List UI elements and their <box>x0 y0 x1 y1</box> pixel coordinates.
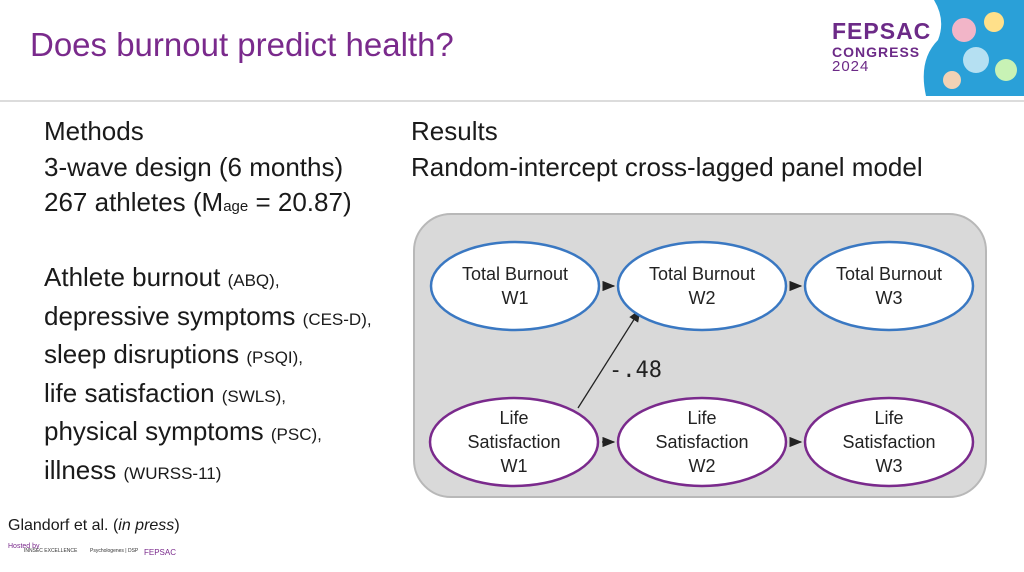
measure-item: Athlete burnout (ABQ), <box>44 260 372 299</box>
measure-item: illness (WURSS-11) <box>44 453 372 492</box>
node-label: W3 <box>876 288 903 308</box>
node-label: Total Burnout <box>649 264 755 284</box>
node-ellipse <box>616 240 788 332</box>
results-model: Random-intercept cross-lagged panel mode… <box>411 151 923 182</box>
hosted-by-label: Hosted by <box>8 543 40 550</box>
sample-prefix: 267 athletes (M <box>44 187 224 217</box>
methods-sample: 267 athletes (Mage = 20.87) <box>44 185 372 225</box>
sample-subscript: age <box>223 198 249 215</box>
node-label: Satisfaction <box>655 432 748 452</box>
sponsor-logo-1: INNSEC EXCELLENCE <box>24 548 78 554</box>
node-ls-w2: Life Satisfaction W2 <box>616 396 788 488</box>
measure-code: (CES-D), <box>302 309 372 329</box>
logo-year-text: 2024 <box>832 58 870 75</box>
sponsor-logo-3: FEPSAC <box>144 548 177 557</box>
edge-ls-w1-to-burnout-w2 <box>577 308 641 409</box>
measure-code: (PSQI), <box>246 348 304 367</box>
citation-italic: in press <box>118 517 175 534</box>
node-label: W2 <box>689 456 716 476</box>
measure-item: life satisfaction (SWLS), <box>44 376 372 415</box>
node-label: Life <box>499 408 528 428</box>
measure-name: Athlete burnout <box>44 262 221 292</box>
edge-coefficient-label: -.48 <box>609 358 662 383</box>
node-label: Satisfaction <box>842 432 935 452</box>
fepsac-logo <box>923 0 1024 96</box>
results-column: Results Random-intercept cross-lagged pa… <box>411 114 923 185</box>
node-ls-w1: Life Satisfaction W1 <box>428 396 600 488</box>
logo-fepsac-text: FEPSAC <box>832 18 932 44</box>
node-label: W1 <box>502 288 529 308</box>
citation-prefix: Glandorf et al. ( <box>8 517 119 534</box>
node-label: Total Burnout <box>462 264 568 284</box>
node-label: Life <box>874 408 903 428</box>
measure-name: depressive symptoms <box>44 300 296 331</box>
node-burnout-w2: Total Burnout W2 <box>616 240 788 332</box>
node-label: Total Burnout <box>836 264 942 284</box>
node-burnout-w1: Total Burnout W1 <box>429 240 601 332</box>
sample-suffix: = 20.87) <box>248 187 352 217</box>
node-ellipse <box>803 240 975 332</box>
measure-code: (ABQ), <box>227 271 280 290</box>
results-heading: Results <box>411 116 498 146</box>
citation: Glandorf et al. (in press) <box>8 517 180 535</box>
node-label: W2 <box>689 288 716 308</box>
methods-heading: Methods <box>44 116 144 146</box>
measure-name: physical symptoms <box>44 416 264 446</box>
node-label: Satisfaction <box>467 432 560 452</box>
measure-item: depressive symptoms (CES-D), <box>44 299 372 338</box>
node-ellipse <box>428 396 600 488</box>
measure-code: (PSC), <box>270 425 322 444</box>
node-burnout-w3: Total Burnout W3 <box>803 240 975 332</box>
node-ellipse <box>429 240 601 332</box>
measure-name: illness <box>44 454 117 485</box>
node-ellipse <box>803 396 975 488</box>
node-label: Life <box>687 408 716 428</box>
citation-suffix: ) <box>174 517 180 534</box>
measure-name: sleep disruptions <box>44 339 240 369</box>
node-ellipse <box>616 396 788 488</box>
measure-code: (WURSS-11) <box>123 463 222 483</box>
methods-column: Methods 3-wave design (6 months) 267 ath… <box>44 114 372 491</box>
node-label: W3 <box>876 456 903 476</box>
header-divider <box>0 100 1024 102</box>
measure-name: life satisfaction <box>44 377 215 408</box>
logo-congress-text: CONGRESS <box>832 44 921 60</box>
sponsor-logo-2: Psychologenes | DSP <box>90 548 139 554</box>
node-label: W1 <box>501 456 528 476</box>
methods-design: 3-wave design (6 months) <box>44 151 344 182</box>
measure-code: (SWLS), <box>221 386 286 406</box>
measure-item: sleep disruptions (PSQI), <box>44 337 372 376</box>
node-ls-w3: Life Satisfaction W3 <box>803 396 975 488</box>
slide-title: Does burnout predict health? <box>30 26 454 63</box>
measure-item: physical symptoms (PSC), <box>44 414 372 453</box>
